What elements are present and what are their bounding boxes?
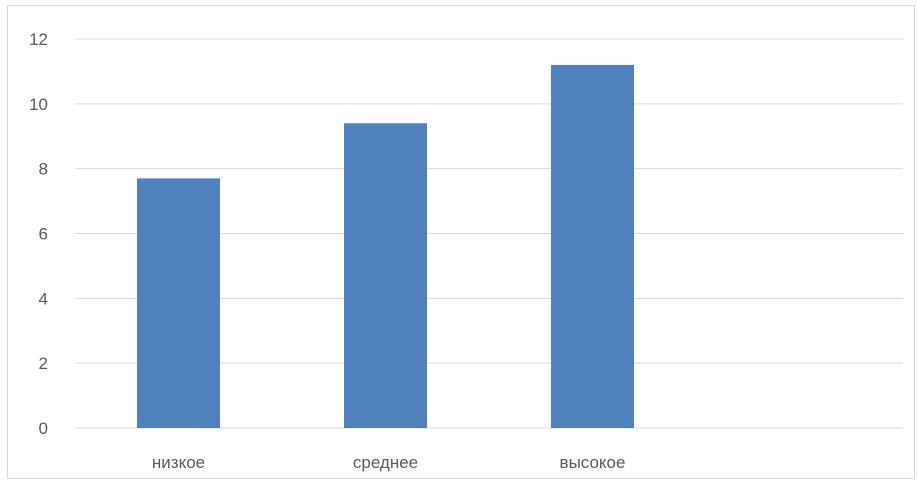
x-axis-category-labels: низкое среднее высокое [152, 453, 626, 472]
x-category-label: низкое [152, 453, 205, 472]
x-category-label: среднее [353, 453, 418, 472]
y-tick-label: 12 [29, 30, 48, 49]
bar-3 [551, 64, 634, 428]
y-tick-label: 2 [39, 354, 48, 373]
y-axis-tick-labels: 0 2 4 6 8 10 12 [29, 30, 48, 438]
y-tick-label: 10 [29, 95, 48, 114]
y-tick-label: 8 [39, 160, 48, 179]
x-category-label: высокое [560, 453, 626, 472]
bars [137, 64, 634, 429]
y-tick-label: 6 [39, 225, 48, 244]
y-tick-label: 0 [39, 419, 48, 438]
y-tick-label: 4 [39, 289, 48, 308]
bar-1 [137, 178, 220, 428]
bar-2 [344, 123, 427, 429]
